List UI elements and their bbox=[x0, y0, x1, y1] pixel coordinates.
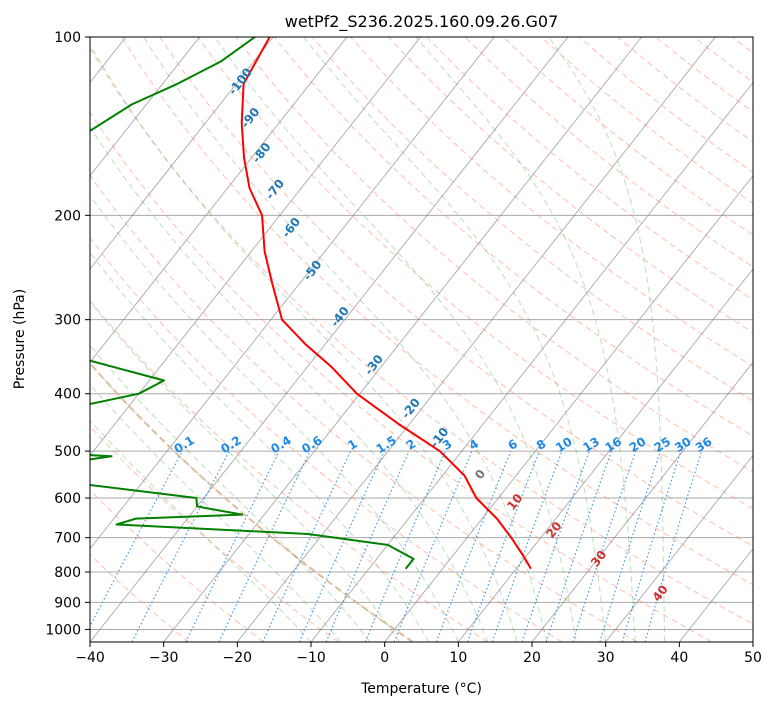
isotherm-line bbox=[90, 37, 200, 177]
y-tick-label: 500 bbox=[54, 444, 81, 460]
moist-adiabat-line bbox=[214, 37, 577, 642]
y-tick-label: 600 bbox=[54, 491, 81, 507]
mixing-ratio-line bbox=[325, 450, 410, 642]
moist-adiabat-line bbox=[415, 37, 636, 642]
background-lines bbox=[90, 37, 753, 642]
y-tick-label: 200 bbox=[54, 208, 81, 224]
mixing-ratio-line bbox=[599, 450, 662, 642]
y-tick-label: 700 bbox=[54, 531, 81, 547]
y-tick-label: 1000 bbox=[45, 622, 81, 638]
moist-adiabat-line bbox=[303, 37, 607, 642]
dry-adiabat-line bbox=[90, 237, 563, 642]
mixing-ratio-line bbox=[262, 450, 352, 642]
dry-adiabat-line bbox=[579, 37, 753, 173]
moist-adiabat-line bbox=[90, 126, 489, 642]
isotherm-line bbox=[90, 37, 274, 270]
x-tick-label: 30 bbox=[597, 650, 615, 666]
dry-adiabat-line bbox=[350, 37, 753, 368]
moist-adiabat-line bbox=[90, 301, 400, 642]
sounding-lines bbox=[90, 37, 532, 570]
x-tick-label: 10 bbox=[449, 650, 467, 666]
mixing-ratio-line bbox=[364, 450, 446, 642]
mixing-ratio-line bbox=[521, 450, 590, 642]
x-tick-label: −10 bbox=[296, 650, 326, 666]
temperature-line bbox=[240, 37, 532, 570]
dry-adiabat-line bbox=[90, 47, 753, 625]
x-tick-label: −30 bbox=[149, 650, 179, 666]
isotherm-line bbox=[384, 175, 753, 642]
mixing-ratio-line bbox=[218, 450, 311, 642]
moist-adiabat-line bbox=[90, 419, 312, 642]
dry-adiabat-line bbox=[540, 37, 753, 204]
y-axis-label: Pressure (hPa) bbox=[12, 289, 28, 389]
dry-adiabat-line bbox=[90, 425, 339, 642]
moist-adiabat-line bbox=[90, 194, 459, 642]
moist-adiabat-line bbox=[90, 251, 430, 642]
x-tick-label: 40 bbox=[670, 650, 688, 666]
y-tick-label: 400 bbox=[54, 387, 81, 403]
dry-adiabat-line bbox=[502, 37, 753, 236]
x-axis: −40 −30 −20 −10 0 10 20 30 40 50 bbox=[75, 642, 762, 666]
y-tick-label: 800 bbox=[54, 565, 81, 581]
dry-adiabat-line bbox=[273, 37, 753, 437]
x-tick-label: 0 bbox=[380, 650, 389, 666]
isotherm-line bbox=[605, 454, 753, 642]
isotherm-line bbox=[458, 268, 753, 642]
moist-adiabat-line bbox=[90, 344, 371, 642]
mixing-ratio-line bbox=[621, 450, 682, 642]
isotherm-line bbox=[90, 37, 569, 642]
mixing-ratio-line bbox=[185, 450, 280, 642]
dry-adiabat-line bbox=[388, 37, 753, 334]
dry-adiabat-line bbox=[90, 299, 488, 642]
x-tick-label: −20 bbox=[223, 650, 253, 666]
chart-title: wetPf2_S236.2025.160.09.26.G07 bbox=[285, 12, 559, 32]
dry-adiabat-line bbox=[197, 37, 753, 510]
dry-adiabat-line bbox=[235, 37, 753, 473]
y-tick-label: 900 bbox=[54, 595, 81, 611]
plot-frame bbox=[89, 36, 754, 643]
dewpoint-line bbox=[90, 37, 415, 570]
mixing-ratio-line bbox=[572, 450, 637, 642]
mixing-ratio-line bbox=[644, 450, 703, 642]
plot-background bbox=[90, 37, 753, 642]
isotherm-line bbox=[531, 361, 753, 642]
moist-adiabat-line bbox=[548, 37, 666, 642]
mixing-ratio-line bbox=[545, 450, 613, 642]
isotherm-line bbox=[90, 37, 348, 363]
dry-adiabat-line bbox=[617, 37, 753, 143]
isotherm-line bbox=[90, 37, 421, 457]
y-tick-label: 100 bbox=[54, 30, 81, 46]
x-tick-label: −40 bbox=[75, 650, 105, 666]
freezing-adiabat-line bbox=[90, 361, 414, 642]
isotherm-line bbox=[237, 37, 716, 642]
mixing-ratio-line bbox=[298, 450, 385, 642]
dry-adiabat-line bbox=[312, 37, 753, 402]
isotherm-line bbox=[163, 37, 642, 642]
moist-adiabat-line bbox=[90, 43, 518, 642]
mixing-ratio-line bbox=[491, 450, 563, 642]
x-axis-label: Temperature (°C) bbox=[360, 681, 482, 697]
x-tick-label: 50 bbox=[744, 650, 762, 666]
dry-adiabat-line bbox=[121, 37, 753, 586]
y-axis: 100 200 300 400 500 600 700 800 900 1000 bbox=[45, 30, 90, 638]
isotherm-line bbox=[90, 37, 495, 550]
x-tick-label: 20 bbox=[523, 650, 541, 666]
y-tick-label: 300 bbox=[54, 313, 81, 329]
isotherm-line bbox=[310, 81, 753, 642]
dry-adiabat-line bbox=[90, 111, 712, 642]
